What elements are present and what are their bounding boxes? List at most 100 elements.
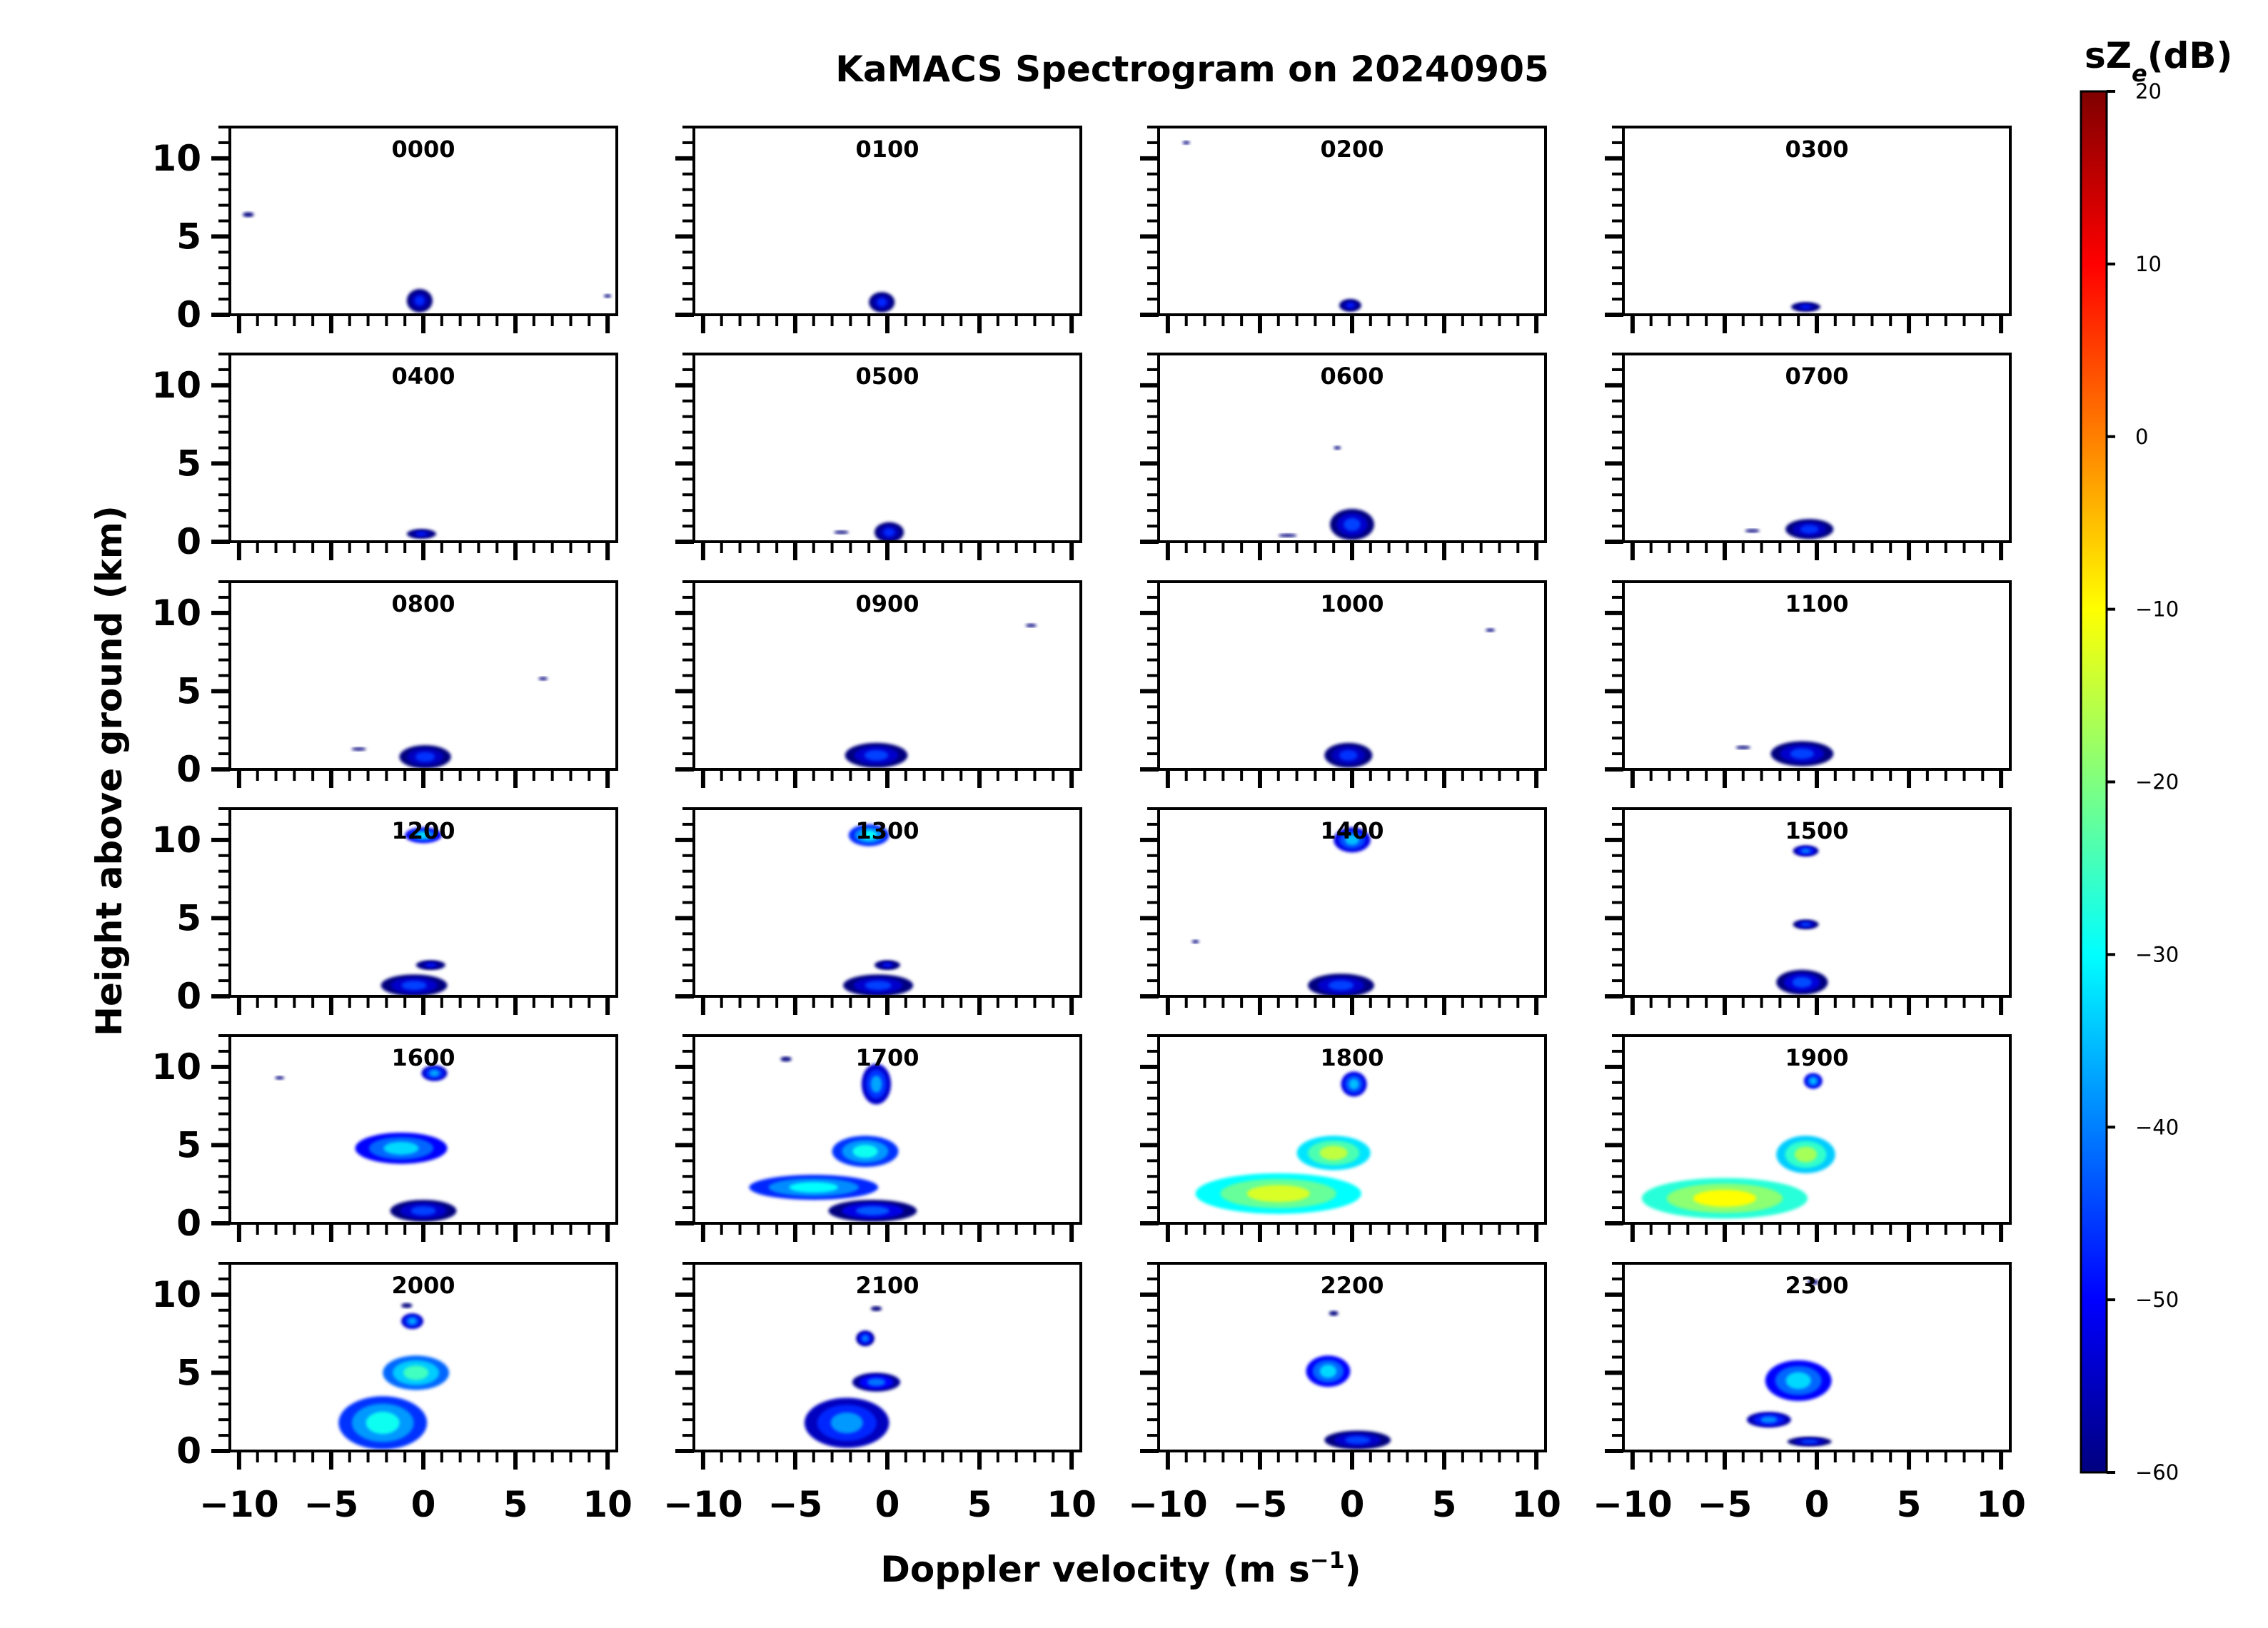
panel-1700: 1700	[675, 1034, 1082, 1242]
y-tick-label: 10	[151, 1046, 201, 1088]
panel-1600: 1600 0 5 10	[151, 1034, 618, 1244]
panel-label: 0500	[855, 363, 919, 390]
panel-label: 0800	[391, 590, 455, 617]
panel-label: 2000	[391, 1272, 455, 1299]
panel-1000: 1000	[1140, 580, 1547, 788]
echo-region-core	[861, 830, 877, 840]
panel-0300: 0300	[1605, 126, 2012, 333]
colorbar-tick-label: 20	[2135, 79, 2162, 103]
panel-label: 1900	[1785, 1044, 1848, 1071]
panel-label: 0600	[1320, 363, 1384, 390]
panel-label: 1000	[1320, 590, 1384, 617]
echo-region-core	[867, 1378, 886, 1387]
y-tick-label: 10	[151, 592, 201, 634]
echo-region-core	[1800, 922, 1811, 926]
colorbar-tick-label: −30	[2135, 942, 2179, 966]
panel-0900: 0900	[675, 580, 1082, 788]
echo-region	[1745, 529, 1760, 532]
echo-region-core	[416, 831, 430, 839]
y-tick-label: 5	[176, 1352, 201, 1393]
panel-0100: 0100	[675, 126, 1082, 333]
y-tick-label: 10	[151, 365, 201, 406]
panel-1500: 1500	[1605, 807, 2012, 1015]
echo-region-core	[1790, 748, 1815, 759]
x-tick-label: 5	[1432, 1484, 1457, 1525]
y-axis-label: Height above ground (km)	[89, 505, 130, 1036]
panel-2200: 2200 −10 −5 0 5 10	[1128, 1262, 1561, 1525]
y-tick-label: 10	[151, 1274, 201, 1315]
colorbar-tick-label: −10	[2135, 597, 2179, 622]
y-tick-label: 0	[176, 521, 201, 562]
y-tick-label: 0	[176, 749, 201, 790]
echo-region-core	[1349, 1078, 1359, 1090]
echo-region-core	[1346, 303, 1355, 308]
echo-region-core	[862, 1335, 869, 1342]
panel-label: 0700	[1785, 363, 1848, 390]
echo-region	[1334, 446, 1341, 450]
colorbar-tick-label: 0	[2135, 425, 2148, 449]
x-tick-label: −10	[663, 1484, 742, 1525]
panel-0700: 0700	[1605, 353, 2012, 560]
colorbar-tick-label: −40	[2135, 1115, 2179, 1139]
panel-2300: 2300 −10 −5 0 5 10	[1593, 1262, 2026, 1525]
echo-region	[780, 1056, 792, 1062]
y-tick-label: 0	[176, 1430, 201, 1472]
echo-region-core	[1344, 517, 1361, 532]
panel-label: 0400	[391, 363, 455, 390]
y-tick-label: 5	[176, 216, 201, 257]
colorbar-label: sZe(dB)	[2085, 35, 2232, 87]
y-tick-label: 5	[176, 670, 201, 712]
echo-region	[275, 1076, 285, 1080]
echo-region	[603, 294, 612, 298]
echo-region-core	[410, 1206, 436, 1215]
echo-region-core	[1800, 305, 1812, 309]
panel-1900: 1900	[1605, 1034, 2012, 1242]
panel-label: 1700	[855, 1044, 919, 1071]
x-tick-label: 10	[1511, 1484, 1561, 1525]
panel-2000: 2000 0 5 10 −10 −5 0 5 10	[151, 1262, 632, 1525]
echo-region-core	[408, 1318, 417, 1325]
panel-1400: 1400	[1140, 807, 1547, 1015]
chart-title: KaMACS Spectrogram on 20240905	[835, 49, 1549, 90]
x-tick-label: −5	[304, 1484, 359, 1525]
colorbar-tick-label: −50	[2135, 1288, 2179, 1312]
x-tick-label: 5	[967, 1484, 992, 1525]
panel-label: 0900	[855, 590, 919, 617]
echo-region	[1486, 628, 1496, 632]
colorbar-tick-label: −20	[2135, 770, 2179, 794]
echo-region-core	[1345, 834, 1359, 846]
y-tick-label: 0	[176, 1203, 201, 1244]
echo-region-core	[1345, 1436, 1371, 1445]
echo-region	[351, 747, 366, 751]
x-tick-label: 0	[875, 1484, 900, 1525]
echo-region-core	[870, 1075, 882, 1093]
echo-region	[1278, 534, 1297, 537]
panel-label: 1600	[391, 1044, 455, 1071]
x-tick-label: −10	[199, 1484, 278, 1525]
panel-label: 1400	[1320, 817, 1384, 844]
panel-label: 0300	[1785, 136, 1848, 163]
echo-region-core	[1800, 525, 1819, 534]
panel-label: 0200	[1320, 136, 1384, 163]
echo-region-core	[383, 1141, 419, 1156]
panel-0200: 0200	[1140, 126, 1547, 333]
panel-1200: 1200 0 5 10	[151, 807, 618, 1017]
echo-region-core	[1785, 1372, 1811, 1390]
panel-label: 0100	[855, 136, 919, 163]
echo-region	[1182, 141, 1190, 145]
panel-1300: 1300	[675, 807, 1082, 1015]
echo-region-core	[1319, 1365, 1337, 1378]
y-tick-label: 5	[176, 443, 201, 484]
echo-region	[870, 1306, 882, 1311]
echo-region	[1808, 1280, 1819, 1285]
echo-region-core	[1800, 848, 1811, 854]
echo-region-core	[1800, 1440, 1818, 1444]
echo-region-core	[1328, 980, 1354, 991]
echo-region	[401, 1303, 413, 1308]
echo-region-core	[1339, 749, 1358, 761]
colorbar-gradient	[2080, 90, 2108, 1474]
echo-region-core	[864, 749, 889, 761]
x-tick-label: −5	[768, 1484, 823, 1525]
